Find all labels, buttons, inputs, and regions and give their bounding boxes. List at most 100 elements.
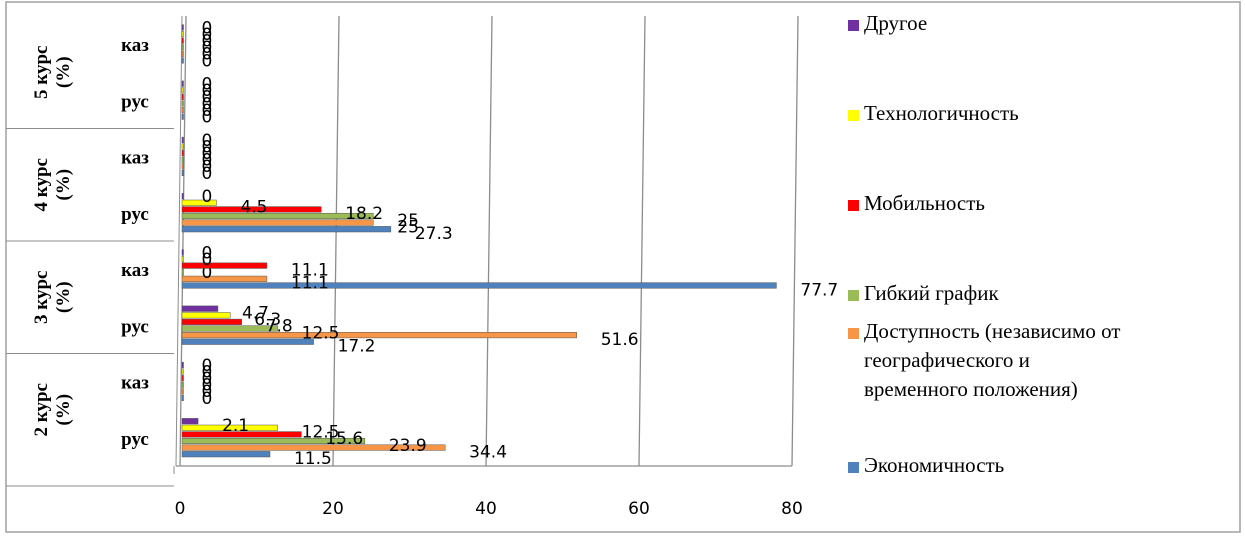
data-label: 12.5 (302, 323, 340, 343)
bar (181, 388, 184, 395)
bar (181, 93, 184, 100)
legend-label: Доступность (независимо от географическог… (864, 319, 1120, 401)
legend-label: Мобильность (864, 191, 985, 215)
group-label-line: (%) (53, 56, 74, 88)
data-label: 0 (202, 187, 213, 207)
bar (181, 156, 184, 163)
data-label: 51.6 (601, 330, 639, 350)
bar (181, 206, 322, 213)
data-label: 4.5 (240, 198, 267, 218)
data-label: 0 (202, 250, 213, 270)
legend-label: Технологичность (864, 101, 1019, 125)
gridline (791, 15, 799, 467)
data-label: 18.2 (345, 204, 383, 224)
bar (181, 199, 217, 206)
data-label: 11.1 (291, 274, 329, 294)
category-label: каз (121, 35, 149, 56)
data-label: 0 (202, 362, 213, 382)
data-label: 77.7 (800, 280, 838, 300)
group-label: 2 курс(%) (31, 383, 74, 436)
group-label-line: (%) (53, 169, 74, 201)
bar (181, 418, 199, 425)
x-tick-label: 0 (175, 499, 186, 519)
x-tick-label: 20 (322, 499, 344, 519)
bar (181, 375, 184, 382)
legend-swatch (848, 110, 859, 121)
bar (181, 226, 392, 233)
bar (181, 31, 184, 38)
legend-label: Гибкий график (864, 281, 999, 305)
group-label-line: 5 курс (31, 46, 52, 99)
data-label: 0 (202, 356, 213, 376)
legend-swatch (848, 328, 859, 339)
bar (181, 150, 184, 157)
group-label: 5 курс(%) (31, 46, 74, 99)
data-label: 25 (397, 211, 419, 231)
bar (181, 282, 777, 289)
data-label: 0 (202, 389, 213, 409)
bar (181, 332, 577, 339)
data-label: 0 (202, 369, 213, 389)
legend-label-line: временного положения) (864, 377, 1078, 401)
legend-swatch (848, 200, 859, 211)
bar (181, 318, 242, 325)
category-label: рус (121, 429, 149, 450)
category-axis-line (175, 15, 183, 467)
bar (181, 338, 314, 345)
chart-border (5, 1, 1241, 533)
data-label: 0 (202, 108, 213, 128)
data-label: 0 (202, 137, 213, 157)
data-label: 0 (202, 94, 213, 114)
data-label: 0 (202, 263, 213, 283)
bar (181, 275, 268, 282)
bar (181, 163, 184, 170)
category-label: рус (121, 316, 149, 337)
bar (181, 143, 184, 150)
x-tick-label: 80 (781, 499, 803, 519)
group-label-line: 2 курс (31, 383, 52, 436)
bar (181, 113, 184, 120)
data-label: 34.4 (469, 442, 507, 462)
x-tick-label: 60 (628, 499, 650, 519)
bar (181, 381, 184, 388)
data-label: 25 (397, 217, 419, 237)
gridline (638, 15, 646, 467)
legend-label-line: географического и (864, 348, 1030, 372)
category-label: каз (121, 148, 149, 169)
legend: Другое Технологичность Мобильность Гибкий г… (848, 11, 1120, 477)
data-label: 0 (202, 131, 213, 151)
data-label: 17.2 (338, 337, 376, 357)
bar (181, 37, 184, 44)
bar (181, 107, 184, 114)
data-label: 0 (202, 151, 213, 171)
legend-label-line: Доступность (независимо от (864, 319, 1120, 343)
bar (181, 262, 268, 269)
bar (181, 269, 184, 276)
data-label: 0 (202, 38, 213, 58)
data-label: 0 (202, 45, 213, 65)
bar (181, 361, 184, 368)
data-label: 11.5 (294, 449, 332, 469)
gridline (332, 15, 340, 467)
data-label: 0 (202, 31, 213, 51)
value-axis-wall (179, 15, 187, 467)
bar (181, 256, 184, 263)
group-label-line: 4 курс (31, 158, 52, 211)
data-label: 6.3 (254, 310, 281, 330)
data-label: 0 (202, 376, 213, 396)
bar (181, 87, 184, 94)
bar (181, 44, 184, 51)
bar (181, 24, 184, 31)
bar (181, 451, 271, 458)
bar (181, 368, 184, 375)
bar (181, 437, 366, 445)
data-label: 15.6 (325, 429, 363, 449)
data-label: 0 (202, 88, 213, 108)
data-label: 0 (202, 18, 213, 38)
data-label: 4.7 (242, 304, 269, 324)
data-label: 0 (202, 164, 213, 184)
legend-label: Экономичность (864, 453, 1004, 477)
bar (181, 444, 446, 451)
